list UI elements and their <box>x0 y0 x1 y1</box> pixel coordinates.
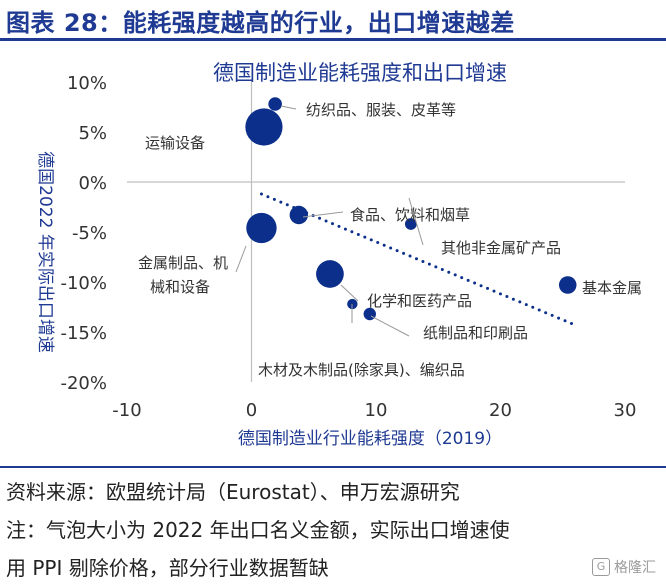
point-label: 械和设备 <box>150 278 210 296</box>
x-axis-label: 德国制造业行业能耗强度（2019） <box>238 429 502 449</box>
y-axis-label: 德国2022 年实际出口增速 <box>35 151 55 353</box>
label-leader-line <box>370 315 410 337</box>
label-leader-line <box>235 245 247 273</box>
bubble <box>246 212 277 244</box>
source-line: 资料来源：欧盟统计局（Eurostat）、申万宏源研究 <box>6 480 460 504</box>
note-line-1: 注：气泡大小为 2022 年出口名义金额，实际出口增速使 <box>6 518 510 542</box>
point-label: 其他非金属矿产品 <box>441 239 561 257</box>
x-tick-label: 10 <box>365 400 388 421</box>
point-labels-group: 纺织品、服装、皮革等运输设备食品、饮料和烟草其他非金属矿产品金属制品、机械和设备… <box>138 101 642 379</box>
y-tick-label: -20% <box>60 373 107 394</box>
y-tick-label: 0% <box>78 173 107 194</box>
y-tick-label: -5% <box>72 223 107 244</box>
x-tick-label: 20 <box>489 400 512 421</box>
y-tick-label: -15% <box>60 323 107 344</box>
bubble <box>316 260 344 288</box>
y-tick-label: 5% <box>78 123 107 144</box>
point-label: 食品、饮料和烟草 <box>350 206 470 224</box>
x-tick-label: 30 <box>614 400 637 421</box>
point-label: 纸制品和印刷品 <box>423 324 528 342</box>
label-leader-line <box>302 211 344 218</box>
figure-header: 图表 28：能耗强度越高的行业，出口增速越差 <box>0 0 666 41</box>
watermark-text: 格隆汇 <box>614 560 656 576</box>
label-leader-line <box>280 105 297 110</box>
point-label: 基本金属 <box>582 279 642 297</box>
footer-divider <box>0 466 666 468</box>
point-label: 纺织品、服装、皮革等 <box>306 101 456 119</box>
figure-title: 图表 28：能耗强度越高的行业，出口增速越差 <box>6 9 515 37</box>
bubble <box>268 97 282 111</box>
point-label: 木材及木制品(除家具)、编织品 <box>258 361 465 379</box>
x-tick-labels: -10 0 10 20 30 <box>112 400 636 421</box>
y-tick-label: 10% <box>67 73 107 94</box>
y-tick-labels: 10% 5% 0% -5% -10% -15% -20% <box>60 73 107 394</box>
y-tick-label: -10% <box>60 273 107 294</box>
watermark: G 格隆汇 <box>592 557 656 577</box>
footer: 资料来源：欧盟统计局（Eurostat）、申万宏源研究 注：气泡大小为 2022… <box>0 460 666 585</box>
bubble-chart: 德国制造业能耗强度和出口增速 10% 5% 0% -5% -10% -15% -20% -1… <box>35 61 642 449</box>
chart-title: 德国制造业能耗强度和出口增速 <box>213 61 507 85</box>
x-tick-label: -10 <box>112 400 141 421</box>
x-tick-label: 0 <box>246 400 257 421</box>
label-leader-line <box>340 284 359 302</box>
label-leader-line <box>408 197 424 246</box>
point-label: 运输设备 <box>145 134 205 152</box>
bubble <box>558 276 577 294</box>
bubble <box>245 108 283 146</box>
note-line-2: 用 PPI 剔除价格，部分行业数据暂缺 <box>6 556 329 580</box>
point-label: 金属制品、机 <box>138 254 228 272</box>
bubbles-group <box>245 97 577 321</box>
watermark-logo-icon: G <box>592 558 610 576</box>
bubble <box>404 218 417 230</box>
axes <box>127 82 625 382</box>
bubble <box>289 205 309 225</box>
point-label: 化学和医药产品 <box>367 292 472 310</box>
